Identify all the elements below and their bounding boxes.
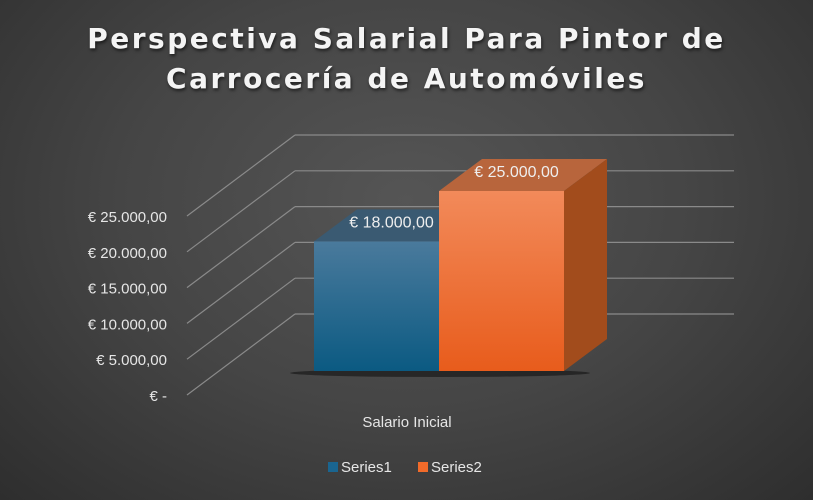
y-tick-label-0: € - bbox=[149, 388, 167, 405]
legend-swatch-Series2 bbox=[418, 462, 428, 472]
bar-top-Series2 bbox=[439, 159, 607, 191]
y-tick-label-3: € 15.000,00 bbox=[88, 281, 167, 298]
y-tick-label-2: € 10.000,00 bbox=[88, 316, 167, 333]
side-gridline-1 bbox=[186, 277, 296, 360]
y-tick-label-4: € 20.000,00 bbox=[88, 245, 167, 262]
legend-label-Series2: Series2 bbox=[431, 459, 482, 476]
chart-title-line-1: Perspectiva Salarial Para Pintor de bbox=[87, 22, 726, 55]
legend-label-Series1: Series1 bbox=[341, 459, 392, 476]
chart-title-line-2: Carrocería de Automóviles bbox=[166, 62, 647, 95]
data-label-Series2: € 25.000,00 bbox=[474, 164, 559, 181]
data-label-Series1: € 18.000,00 bbox=[349, 214, 434, 231]
legend-swatch-Series1 bbox=[328, 462, 338, 472]
bar-side-Series2 bbox=[564, 159, 607, 371]
side-gridline-5 bbox=[186, 134, 296, 217]
side-gridline-2 bbox=[186, 241, 296, 324]
side-gridline-4 bbox=[186, 170, 296, 253]
bar-Series1 bbox=[314, 241, 439, 371]
y-tick-label-5: € 25.000,00 bbox=[88, 209, 167, 226]
x-category-label: Salario Inicial bbox=[362, 414, 451, 431]
side-gridline-3 bbox=[186, 206, 296, 289]
side-gridline-0 bbox=[186, 313, 296, 396]
y-tick-label-1: € 5.000,00 bbox=[96, 352, 167, 369]
bar-Series2 bbox=[439, 191, 564, 371]
